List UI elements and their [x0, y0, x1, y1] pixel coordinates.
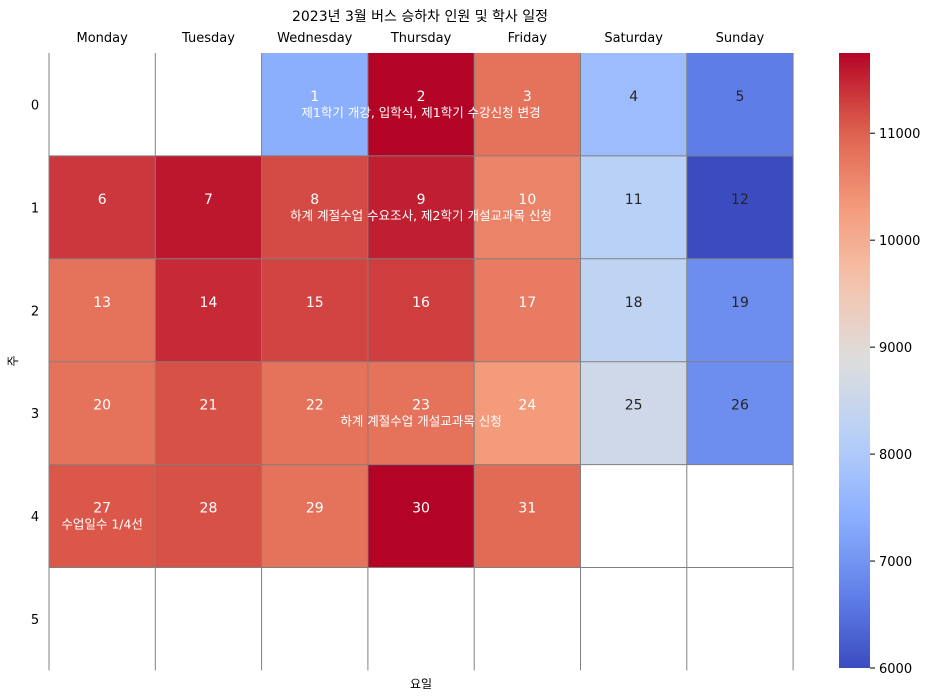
- cell-day-label: 5: [735, 89, 744, 105]
- cell-day-label: 6: [98, 192, 107, 208]
- y-tick-label: 1: [31, 201, 39, 216]
- y-tick-label: 3: [31, 407, 39, 422]
- heatmap-grid: [48, 53, 794, 671]
- cell-day-label: 17: [518, 295, 536, 311]
- cell-day-label: 11: [625, 192, 643, 208]
- x-tick-label: Wednesday: [277, 31, 353, 46]
- heatmap-cell: [580, 155, 688, 260]
- heatmap-cell: [155, 155, 262, 260]
- colorbar-tick-label: 8000: [879, 448, 912, 463]
- heatmap-cell: [580, 361, 688, 465]
- cell-day-label: 25: [625, 398, 643, 414]
- heatmap-cells: [49, 53, 794, 568]
- colorbar-tick-label: 9000: [879, 341, 912, 356]
- x-tick-label: Tuesday: [181, 31, 235, 46]
- heatmap-cell: [261, 258, 369, 363]
- heatmap-cell: [686, 53, 794, 157]
- cell-day-label: 18: [625, 295, 643, 311]
- heatmap-cell: [367, 464, 475, 568]
- x-tick-label: Saturday: [604, 31, 663, 46]
- cell-day-label: 3: [523, 89, 532, 105]
- colorbar-tick-label: 10000: [879, 234, 920, 249]
- cell-day-label: 2: [417, 89, 426, 105]
- event-annotation: 하계 계절수업 개설교과목 신청: [340, 414, 501, 429]
- heatmap-cell: [155, 258, 262, 363]
- cell-day-label: 4: [629, 89, 638, 105]
- x-tick-label: Friday: [508, 31, 548, 46]
- y-tick-label: 5: [31, 613, 39, 628]
- heatmap-cell: [686, 258, 794, 363]
- heatmap-cell: [261, 464, 369, 568]
- heatmap-cell: [367, 53, 475, 157]
- cell-day-label: 8: [310, 192, 319, 208]
- y-axis-label: 주: [6, 355, 20, 366]
- cell-day-label: 19: [731, 295, 749, 311]
- y-tick-label: 4: [31, 510, 39, 525]
- heatmap-cell: [49, 464, 156, 568]
- cell-day-label: 29: [306, 501, 324, 517]
- heatmap-cell: [474, 361, 581, 465]
- cell-day-label: 1: [310, 89, 319, 105]
- cell-day-label: 9: [417, 192, 426, 208]
- heatmap-cell: [474, 464, 581, 568]
- heatmap-cell: [155, 464, 262, 568]
- x-tick-label: Monday: [76, 31, 128, 46]
- colorbar: [839, 53, 870, 668]
- heatmap-cell: [474, 258, 581, 363]
- x-axis-label: 요일: [410, 677, 432, 691]
- chart-title: 2023년 3월 버스 승하차 인원 및 학사 일정: [292, 9, 548, 25]
- event-annotation: 하계 계절수업 수요조사, 제2학기 개설교과목 신청: [290, 208, 552, 223]
- cell-day-label: 28: [200, 501, 218, 517]
- heatmap-cell: [49, 258, 156, 363]
- heatmap-cell: [367, 155, 475, 260]
- heatmap-cell: [367, 361, 475, 465]
- heatmap-cell: [474, 53, 581, 157]
- cell-day-label: 7: [204, 192, 213, 208]
- cell-day-label: 10: [518, 192, 536, 208]
- heatmap-cell: [261, 361, 369, 465]
- cell-day-label: 13: [93, 295, 111, 311]
- y-tick-label: 0: [31, 98, 39, 113]
- colorbar-tick-label: 11000: [879, 127, 920, 142]
- x-tick-labels: Monday Tuesday Wednesday Thursday Friday Satu…: [76, 31, 764, 46]
- cell-day-label: 31: [518, 501, 536, 517]
- heatmap-cell: [580, 258, 688, 363]
- cell-day-label: 16: [412, 295, 430, 311]
- heatmap-cell: [49, 361, 156, 465]
- colorbar-tick-label: 6000: [879, 662, 912, 677]
- y-tick-label: 2: [31, 304, 39, 319]
- cell-day-label: 14: [200, 295, 218, 311]
- heatmap-cell: [49, 155, 156, 260]
- cell-day-label: 15: [306, 295, 324, 311]
- cell-day-label: 21: [200, 398, 218, 414]
- heatmap-cell: [580, 53, 688, 157]
- heatmap-cell: [686, 155, 794, 260]
- heatmap-cell: [261, 53, 369, 157]
- cell-day-label: 26: [731, 398, 749, 414]
- cell-day-label: 24: [518, 398, 536, 414]
- cell-day-label: 12: [731, 192, 749, 208]
- colorbar-ticks: 6000 7000 8000 9000 10000 11000: [870, 127, 920, 677]
- colorbar-tick-label: 7000: [879, 555, 912, 570]
- heatmap-cell: [261, 155, 369, 260]
- event-annotation: 수업일수 1/4선: [61, 517, 143, 532]
- y-tick-labels: 0 1 2 3 4 5: [31, 98, 39, 628]
- x-tick-label: Thursday: [390, 31, 452, 46]
- cell-day-label: 20: [93, 398, 111, 414]
- event-annotation: 제1학기 개강, 입학식, 제1학기 수강신청 변경: [301, 105, 540, 120]
- x-tick-label: Sunday: [716, 31, 765, 46]
- heatmap-cell: [474, 155, 581, 260]
- cell-day-label: 22: [306, 398, 324, 414]
- heatmap-cell: [155, 361, 262, 465]
- cell-day-label: 30: [412, 501, 430, 517]
- cell-day-label: 23: [412, 398, 430, 414]
- heatmap-cell: [686, 361, 794, 465]
- heatmap-cell: [367, 258, 475, 363]
- cell-day-label: 27: [93, 501, 111, 517]
